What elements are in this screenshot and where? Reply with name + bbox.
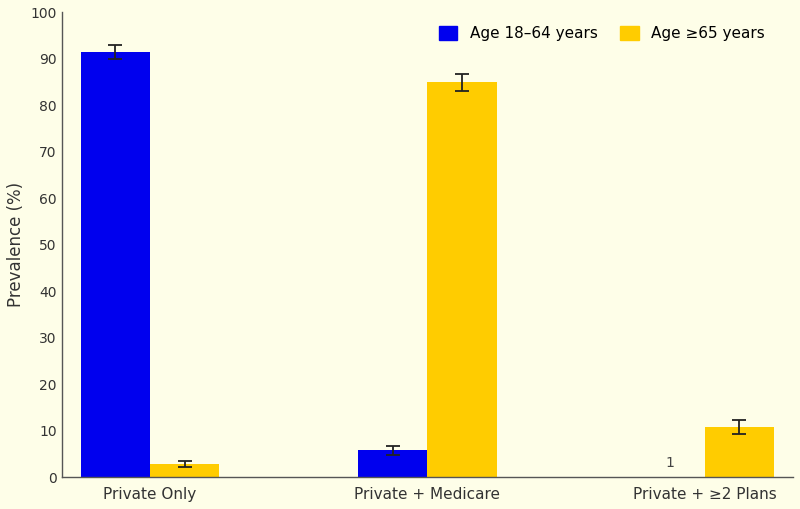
Legend: Age 18–64 years, Age ≥65 years: Age 18–64 years, Age ≥65 years xyxy=(433,20,770,47)
Y-axis label: Prevalence (%): Prevalence (%) xyxy=(7,182,25,307)
Bar xyxy=(358,450,427,477)
Bar xyxy=(150,464,219,477)
Text: 1: 1 xyxy=(666,457,674,470)
Bar xyxy=(705,427,774,477)
Bar xyxy=(427,82,497,477)
Bar xyxy=(81,52,150,477)
